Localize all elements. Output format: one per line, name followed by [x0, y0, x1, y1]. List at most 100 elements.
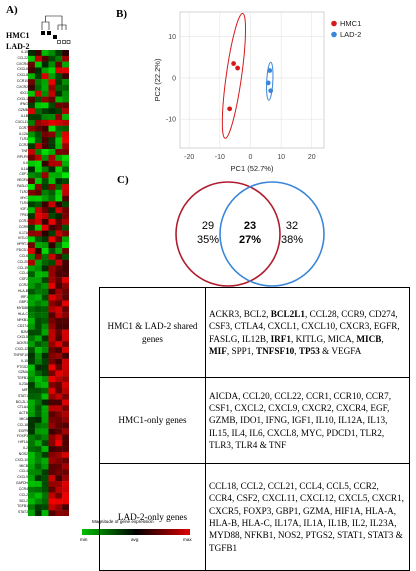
heatmap-cell	[34, 364, 42, 371]
heatmap-cell	[28, 300, 36, 307]
legend-swatch	[331, 20, 337, 27]
heatmap-cell	[28, 347, 36, 354]
heatmap-cell	[62, 306, 69, 313]
heatmap-cell	[48, 96, 56, 103]
heatmap-cell	[48, 405, 56, 412]
heatmap-cell	[28, 195, 36, 202]
y-tick-label: 0	[172, 75, 176, 82]
gene-row-label: CXCL12	[15, 347, 28, 352]
heatmap-cell	[48, 323, 56, 330]
gene-text: ,	[294, 345, 299, 356]
venn-circle-lad2	[219, 181, 325, 287]
heatmap-cell	[41, 230, 49, 237]
heatmap-cell	[62, 96, 69, 103]
heatmap-cell	[41, 248, 49, 255]
gene-row-label: PTGS2	[16, 364, 28, 369]
heatmap-cell	[62, 195, 69, 202]
heatmap-cell	[28, 154, 36, 161]
heatmap-cell	[28, 335, 36, 342]
heatmap-cell	[41, 213, 49, 220]
heatmap-cell	[55, 387, 63, 394]
gene-text: CCL18, CCL2, CCL21, CCL4, CCL5, CCR2, CC…	[209, 481, 404, 553]
heatmap-cell	[48, 248, 56, 255]
heatmap-cell	[62, 242, 69, 249]
gene-row-label: MICA	[19, 416, 28, 421]
heatmap-cell	[62, 154, 69, 161]
heatmap-cell	[34, 440, 42, 447]
gene-row-label: IL23A	[19, 382, 28, 387]
highlighted-gene: IRF1	[270, 333, 292, 344]
heatmap-cell	[55, 370, 63, 377]
gene-row-label: CXCL8	[17, 73, 28, 78]
heatmap-cell	[48, 79, 56, 86]
panel-b-label: B)	[116, 8, 127, 20]
gene-row-label: NOS2	[18, 451, 28, 456]
heatmap-cell	[62, 67, 69, 74]
heatmap-cell	[48, 236, 56, 243]
heatmap-cell	[62, 323, 69, 330]
heatmap-cell	[48, 131, 56, 138]
heatmap-cell	[41, 376, 49, 383]
category-cell: HMC1 & LAD-2 shared genes	[99, 287, 206, 378]
heatmap-cell	[55, 335, 63, 342]
heatmap-cell	[34, 114, 42, 121]
heatmap-cell	[62, 370, 69, 377]
heatmap-cell	[62, 294, 69, 301]
heatmap-cell	[34, 84, 42, 91]
heatmap-cell	[34, 189, 42, 196]
heatmap-cell	[48, 213, 56, 220]
heatmap-cell	[34, 288, 42, 295]
heatmap-cell	[41, 189, 49, 196]
heatmap-cell	[55, 119, 63, 126]
heatmap-cell	[62, 178, 69, 185]
heatmap-cell	[28, 114, 36, 121]
gene-row-label: IL1B	[21, 114, 28, 119]
heatmap-cell	[62, 341, 69, 348]
heatmap-cell	[34, 207, 42, 214]
heatmap-cell	[41, 358, 49, 365]
scatter-point	[265, 80, 271, 86]
heatmap-cell	[34, 271, 42, 278]
heatmap-cell	[41, 405, 49, 412]
heatmap-cell	[41, 154, 49, 161]
heatmap-cell	[55, 195, 63, 202]
heatmap-cell	[34, 242, 42, 249]
heatmap-cell	[55, 411, 63, 418]
heatmap-cell	[34, 393, 42, 400]
heatmap-cell	[48, 67, 56, 74]
heatmap-cell	[41, 300, 49, 307]
heatmap-cell	[62, 352, 69, 359]
heatmap-cell	[48, 108, 56, 115]
table-row-hmc1-only: HMC1-only genes AICDA, CCL20, CCL22, CCR…	[99, 377, 410, 464]
gene-text: AICDA, CCL20, CCL22, CCR1, CCR10, CCR7, …	[209, 390, 391, 450]
heatmap-cell	[41, 428, 49, 435]
y-tick-label: -10	[166, 117, 176, 124]
heatmap-cell	[41, 440, 49, 447]
lad2-marker-2	[62, 40, 66, 44]
heatmap-cell	[28, 50, 36, 57]
heatmap-cell	[28, 189, 36, 196]
heatmap-cell	[34, 131, 42, 138]
heatmap-cell	[62, 492, 69, 499]
heatmap-cell	[28, 352, 36, 359]
heatmap-cell	[62, 236, 69, 243]
heatmap-cell	[34, 481, 42, 488]
heatmap-cell	[28, 486, 36, 493]
heatmap-cell	[55, 137, 63, 144]
heatmap-cell	[62, 125, 69, 132]
heatmap-cell	[48, 55, 56, 62]
heatmap-cell	[28, 306, 36, 313]
heatmap-cell	[48, 510, 56, 516]
heatmap-cell	[28, 376, 36, 383]
heatmap-cell	[55, 102, 63, 109]
heatmap-cell	[41, 463, 49, 470]
heatmap-cell	[62, 230, 69, 237]
heatmap-cell	[41, 317, 49, 324]
heatmap-cell	[28, 96, 36, 103]
heatmap-cell	[62, 317, 69, 324]
heatmap-cell	[28, 481, 36, 488]
heatmap-cell	[62, 172, 69, 179]
heatmap-cell	[28, 73, 36, 80]
hmc1-marker-2	[47, 31, 51, 35]
heatmap-cell	[34, 183, 42, 190]
